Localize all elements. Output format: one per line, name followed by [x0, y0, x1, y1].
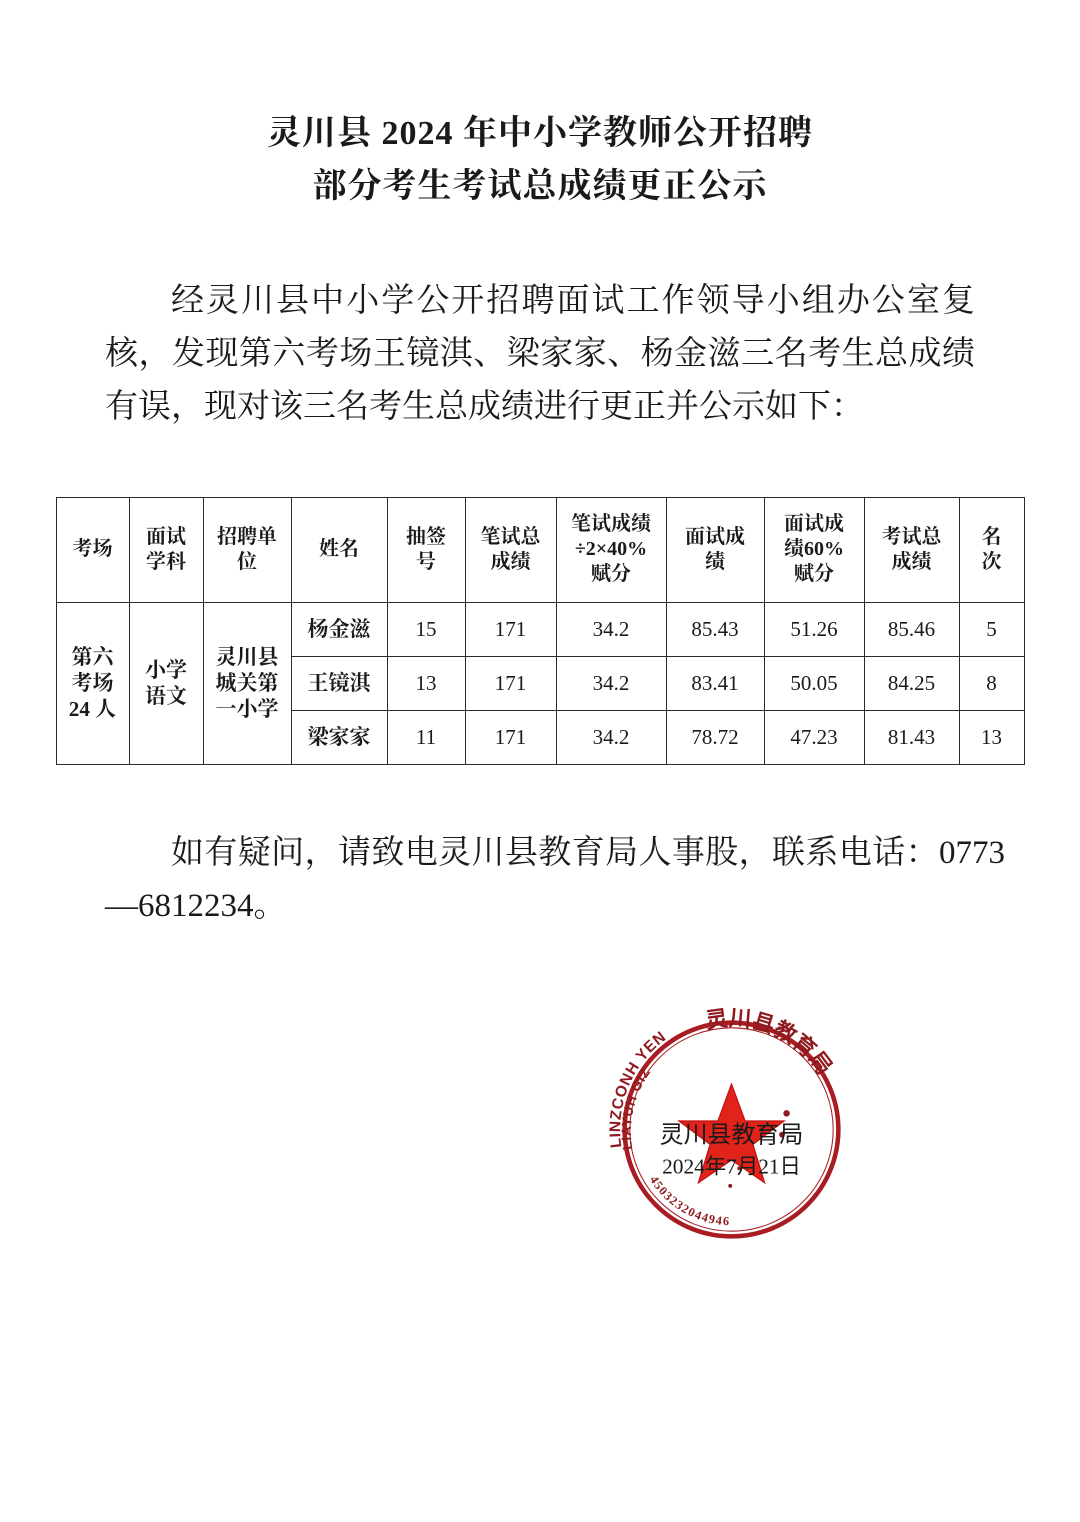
svg-text:灵川县教育局: 灵川县教育局 [704, 1005, 837, 1079]
svg-text:2024年7月21日: 2024年7月21日 [662, 1155, 801, 1179]
svg-text:灵川县教育局: 灵川县教育局 [660, 1121, 804, 1148]
